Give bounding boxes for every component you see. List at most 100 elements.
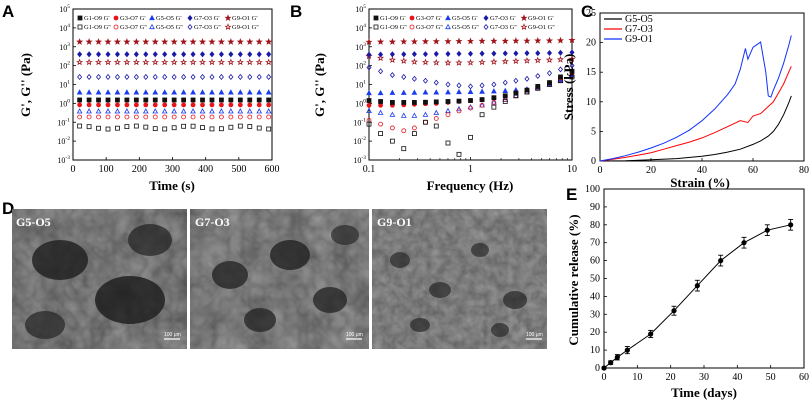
data-point (219, 102, 224, 108)
data-point (246, 38, 254, 45)
data-point (189, 38, 197, 45)
data-point (378, 99, 383, 104)
sem-image-g9-o1: G9-O1 100 μm (372, 209, 547, 349)
y-tick-label: 104 (59, 23, 70, 33)
data-point (228, 102, 234, 108)
data-point (114, 51, 120, 58)
data-point (502, 79, 508, 86)
legend-label: G3-O7 G' (416, 15, 442, 22)
data-point (365, 38, 373, 46)
y-axis-title-c: Stress (kPa) (561, 54, 576, 121)
data-point (190, 123, 196, 129)
data-point (114, 108, 121, 114)
data-point (228, 73, 234, 80)
data-point (77, 97, 83, 103)
data-point (513, 50, 519, 57)
sem-pore (128, 224, 172, 256)
data-point (208, 38, 216, 45)
data-point (113, 58, 121, 66)
data-point (219, 114, 224, 120)
data-point (256, 108, 263, 114)
data-point (96, 51, 102, 58)
data-point (568, 36, 576, 44)
data-point (77, 123, 83, 129)
data-point (256, 51, 262, 58)
y-tick-label: 20 (586, 38, 596, 49)
data-point (124, 102, 130, 108)
data-point (411, 100, 417, 105)
data-point (411, 51, 417, 58)
legend-marker (445, 14, 451, 21)
tick-exponent: 1 (363, 80, 366, 86)
x-axis-title-a: Time (s) (149, 178, 195, 193)
x-tick-label: 0 (598, 165, 603, 176)
y-tick-label: 102 (59, 61, 70, 71)
data-point (265, 89, 272, 95)
data-point (237, 123, 243, 129)
data-point (256, 73, 262, 80)
data-point (227, 38, 235, 45)
data-point (162, 97, 168, 103)
x-tick-label: 0.1 (363, 164, 376, 175)
data-point (389, 111, 396, 117)
data-point (468, 105, 473, 111)
data-point (237, 114, 243, 120)
data-point (478, 58, 486, 66)
data-point (217, 58, 225, 66)
legend-marker (187, 23, 193, 31)
tick-exponent: 2 (363, 61, 366, 67)
data-point (377, 38, 385, 45)
sem-pore (32, 240, 88, 280)
data-point (105, 102, 111, 108)
data-point (513, 93, 519, 99)
data-point (181, 102, 187, 108)
data-point (96, 97, 101, 103)
data-point (423, 99, 428, 105)
x-tick-label: 1 (468, 164, 473, 175)
data-point (478, 37, 486, 45)
legend-label: G5-O5 G'' (452, 24, 479, 31)
data-point (124, 114, 130, 120)
legend-b: G1-O9 G' G3-O7 G' G5-O5 G' G7-O3 G' G9-O1 G'… (373, 14, 555, 31)
data-point (133, 108, 140, 114)
data-point (86, 108, 92, 114)
data-point (133, 89, 140, 95)
y-tick-label: 105 (355, 4, 366, 14)
data-point (77, 114, 83, 120)
data-point (433, 79, 439, 86)
data-point (162, 102, 168, 108)
legend-label: G7-O3 G'' (194, 24, 221, 31)
data-point (95, 108, 102, 114)
data-point (180, 38, 188, 45)
data-point (671, 308, 677, 314)
y-tick-label: 15 (586, 67, 596, 78)
data-point (455, 59, 463, 66)
sem-pore (25, 311, 65, 339)
data-point (237, 102, 243, 108)
legend-label: G5-O5 (625, 14, 653, 25)
tick-exponent: 2 (67, 61, 70, 67)
data-point (171, 51, 177, 58)
data-point (96, 102, 101, 108)
x-ticks-b: 0.1 1 10 (363, 157, 577, 175)
panel-label-d: D (2, 199, 14, 218)
data-point (490, 37, 498, 45)
y-tick-label: 30 (590, 309, 600, 320)
x-axis-title-b: Frequency (Hz) (427, 178, 514, 193)
x-tick-label: 400 (198, 164, 213, 175)
data-point (741, 240, 747, 246)
y-tick-label: 25 (586, 8, 596, 19)
data-point (86, 114, 92, 120)
data-point (143, 114, 149, 120)
x-tick-label: 20 (666, 372, 676, 383)
data-point (171, 73, 177, 80)
x-tick-label: 20 (646, 165, 656, 176)
legend-label: G1-O9 G'' (380, 24, 407, 31)
data-point (445, 99, 451, 104)
data-point (246, 58, 254, 66)
sem-label-3: G9-O1 (377, 215, 412, 229)
y-tick-label: 101 (59, 80, 70, 90)
data-point (189, 58, 197, 66)
tick-exponent: 3 (363, 42, 366, 48)
